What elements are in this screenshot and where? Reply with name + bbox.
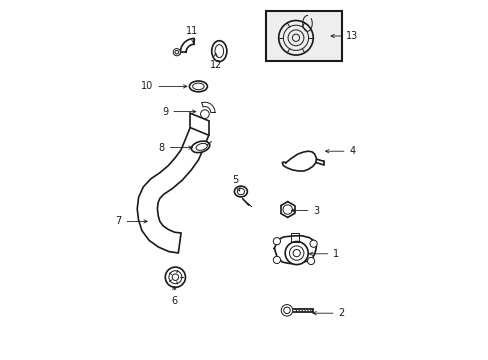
Circle shape: [283, 205, 292, 214]
Ellipse shape: [196, 143, 207, 150]
Text: 12: 12: [209, 53, 222, 70]
Circle shape: [172, 274, 178, 280]
Circle shape: [281, 305, 292, 316]
Text: 5: 5: [232, 175, 240, 191]
Circle shape: [175, 50, 178, 54]
Ellipse shape: [192, 83, 204, 90]
Circle shape: [278, 21, 313, 55]
Ellipse shape: [215, 45, 223, 58]
Text: 8: 8: [158, 143, 192, 153]
Circle shape: [309, 240, 317, 247]
Circle shape: [200, 110, 209, 118]
Text: 9: 9: [162, 107, 195, 117]
Text: 6: 6: [171, 286, 177, 306]
Circle shape: [168, 271, 182, 284]
Circle shape: [173, 49, 180, 56]
Text: 2: 2: [312, 308, 344, 318]
Circle shape: [307, 257, 314, 265]
Ellipse shape: [211, 41, 226, 62]
Circle shape: [289, 246, 303, 260]
Circle shape: [165, 267, 185, 287]
Bar: [265, 11, 341, 61]
Text: 1: 1: [309, 249, 339, 259]
Circle shape: [283, 307, 289, 314]
Text: 13: 13: [330, 31, 358, 41]
Circle shape: [292, 34, 299, 41]
Circle shape: [285, 242, 307, 265]
Ellipse shape: [189, 81, 207, 92]
Circle shape: [283, 25, 308, 50]
Ellipse shape: [237, 188, 244, 195]
Text: 4: 4: [325, 146, 355, 156]
Circle shape: [273, 238, 280, 245]
Circle shape: [273, 256, 280, 264]
Ellipse shape: [234, 186, 247, 197]
Circle shape: [292, 249, 300, 257]
Text: 10: 10: [141, 81, 186, 91]
Polygon shape: [282, 151, 316, 171]
Text: 3: 3: [291, 206, 319, 216]
Circle shape: [287, 30, 303, 46]
Ellipse shape: [191, 141, 209, 153]
Text: 11: 11: [186, 26, 198, 43]
Text: 7: 7: [115, 216, 147, 226]
Polygon shape: [274, 236, 316, 264]
